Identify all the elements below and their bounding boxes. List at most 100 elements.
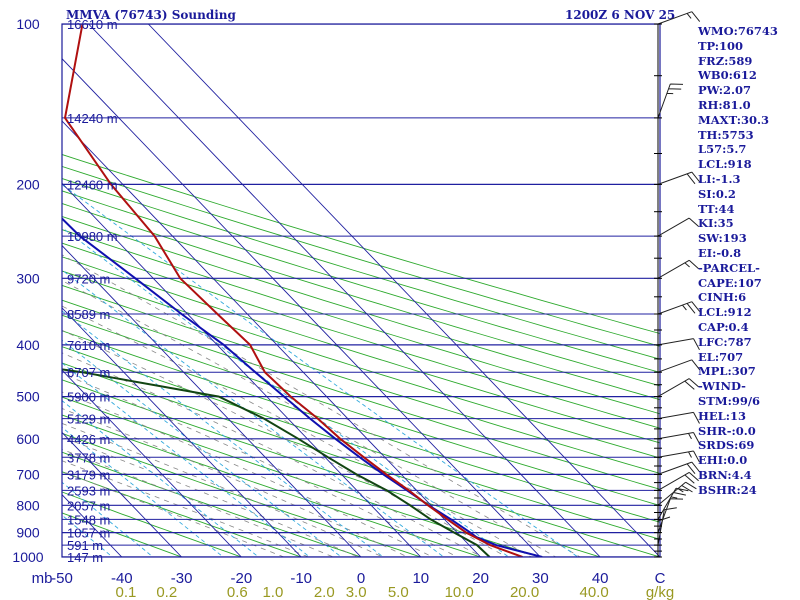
dry-adiabat-line (62, 229, 660, 415)
index-item: EL:707 (698, 349, 744, 364)
temperature-tick-label: 10 (412, 570, 429, 587)
mixing-ratio-label: 0.6 (227, 584, 248, 600)
temperature-tick-label: 40 (592, 570, 609, 587)
temperature-tick-label: -30 (171, 570, 193, 587)
moist-adiabat-line (62, 470, 285, 557)
dry-adiabat-line (62, 414, 483, 557)
height-label: 5129 m (67, 412, 110, 427)
index-item: EI:-0.8 (698, 245, 742, 260)
dry-adiabat-line (62, 299, 660, 490)
temperature-tick-label: 30 (532, 570, 549, 587)
plot-background (62, 24, 660, 557)
isotherm-line (62, 182, 422, 557)
height-label: 3778 m (67, 450, 110, 465)
mixing-ratio-label: 1.0 (262, 584, 283, 600)
index-item: STM:99/6 (698, 393, 761, 408)
height-label: 5900 m (67, 390, 110, 405)
index-item: LCL:918 (698, 157, 752, 172)
wind-barb (657, 171, 701, 185)
index-item: LI:-1.3 (698, 171, 741, 186)
height-label: 1548 m (67, 512, 110, 527)
index-item: KI:35 (698, 216, 734, 231)
height-label: 3179 m (67, 467, 110, 482)
wind-barb (657, 378, 699, 398)
moist-adiabat-line (62, 254, 581, 557)
temperature-tick-label: 0 (357, 570, 365, 587)
mixing-ratio-label: 10.0 (445, 584, 474, 600)
index-item: L57:5.7 (698, 142, 747, 157)
index-item: CINH:6 (698, 290, 747, 305)
index-item: HEL:13 (698, 408, 746, 423)
height-label: 10980 m (67, 229, 118, 244)
height-label: 7610 m (67, 338, 110, 353)
isotherm-line (62, 58, 541, 557)
pressure-tick-label: 200 (16, 176, 40, 192)
moist-adiabat-line (62, 436, 359, 557)
pressure-unit-label: mb (32, 570, 53, 587)
dry-adiabat-line (62, 346, 660, 540)
index-item: BRN:4.4 (698, 467, 752, 482)
height-label: 2057 m (67, 498, 110, 513)
wind-barb (657, 411, 700, 424)
isotherm-line (88, 24, 601, 557)
temperature-profile-line (63, 24, 523, 557)
wind-barb (657, 359, 701, 373)
temperature-unit-label: C (655, 570, 666, 587)
mixing-ratio-label: 0.1 (116, 584, 137, 600)
dry-adiabat-line (62, 165, 660, 347)
height-label: 2593 m (67, 483, 110, 498)
pressure-tick-label: 300 (16, 270, 40, 286)
index-item: SRDS:69 (698, 438, 755, 453)
height-label: 12460 m (67, 177, 118, 192)
index-item: LCL:912 (698, 305, 752, 320)
mixing-ratio-line (62, 426, 224, 557)
wind-barb (657, 11, 701, 25)
height-label: 16610 m (67, 17, 118, 32)
dry-adiabat-line (62, 203, 660, 387)
mixing-ratio-label: 0.2 (156, 584, 177, 600)
index-item: -WIND- (698, 379, 746, 394)
wind-barb (657, 217, 699, 237)
wind-barb (657, 481, 697, 506)
plot-frame (61, 23, 661, 558)
dry-adiabat-line (62, 215, 660, 401)
wind-barb (657, 450, 700, 463)
pressure-tick-label: 800 (16, 497, 40, 513)
index-item: FRZ:589 (698, 53, 753, 68)
wind-barb (657, 259, 699, 279)
height-label: 591 m (67, 538, 103, 553)
wind-barb (657, 338, 700, 351)
mixing-ratio-label: 20.0 (510, 584, 539, 600)
pressure-tick-label: 900 (16, 525, 40, 541)
mixing-ratio-line (62, 514, 114, 557)
moist-adiabat-line (62, 423, 384, 557)
wind-barb (657, 83, 684, 119)
indices-panel: WMO:76743 TP:100 FRZ:589 WB0:612 PW:2.07 RH:8… (698, 24, 778, 498)
chart-title: MMVA (76743) Sounding (66, 8, 236, 22)
dry-adiabat-line (62, 432, 423, 557)
pressure-tick-label: 600 (16, 431, 40, 447)
dry-adiabat-line (62, 362, 660, 557)
isotherm-line (62, 244, 362, 557)
temperature-tick-label: -50 (51, 570, 73, 587)
dry-adiabat-line (62, 451, 363, 557)
wind-barb (657, 301, 701, 315)
parcel-profile-line (62, 217, 543, 557)
dry-adiabat-line (62, 284, 660, 474)
index-item: LFC:787 (698, 334, 752, 349)
index-item: EHI:0.0 (698, 453, 748, 468)
temperature-tick-label: 20 (472, 570, 489, 587)
height-label: 4426 m (67, 432, 110, 447)
index-item: TP:100 (698, 38, 744, 53)
height-label: 1057 m (67, 526, 110, 541)
mixing-ratio-line (62, 227, 510, 557)
dry-adiabat-line (62, 491, 243, 557)
pressure-tick-label: 1000 (12, 549, 43, 565)
height-label: 8589 m (67, 307, 110, 322)
wind-barb (657, 432, 700, 444)
wind-barb (657, 487, 689, 520)
mixing-ratio-line (62, 481, 154, 557)
wind-barb (657, 461, 701, 475)
isotherm-line (62, 120, 481, 557)
dry-adiabat-line (62, 330, 660, 523)
